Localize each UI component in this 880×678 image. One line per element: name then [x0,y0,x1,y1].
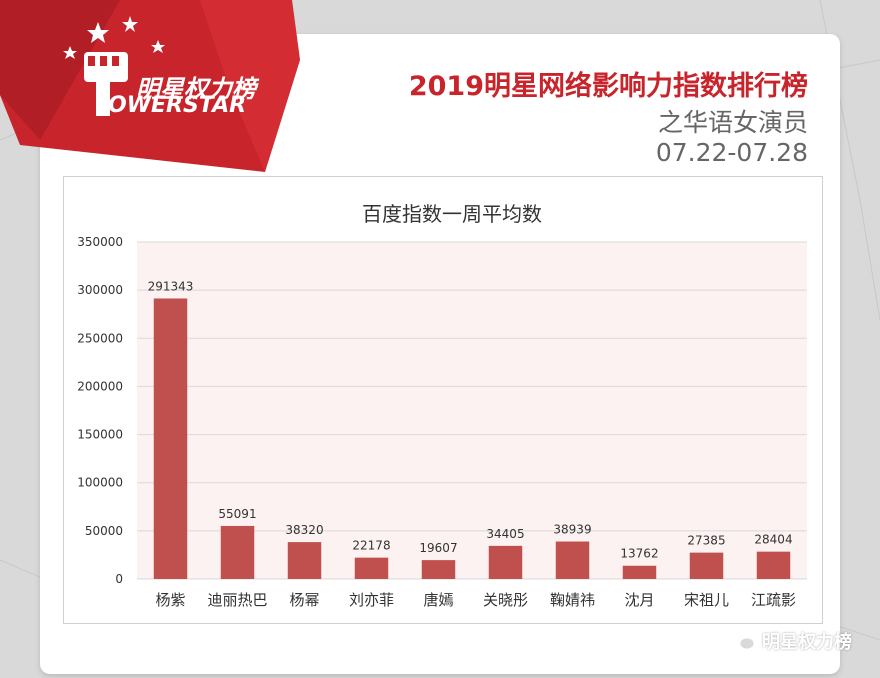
x-tick-label: 唐嫣 [423,591,453,609]
y-tick-label: 50000 [85,524,123,538]
wechat-icon [730,630,756,651]
data-label: 34405 [486,527,524,541]
y-tick-label: 150000 [77,428,123,442]
bar [756,551,791,579]
x-tick-label: 鞠婧祎 [550,591,595,609]
x-tick-label: 沈月 [624,591,654,609]
x-tick-label: 关晓彤 [483,591,528,609]
x-tick-label: 刘亦菲 [349,591,394,609]
star-icon [63,16,165,59]
plot-area [137,242,807,579]
y-tick-label: 300000 [77,283,123,297]
data-label: 38320 [285,523,323,537]
bar [555,541,590,579]
data-label: 291343 [148,279,194,293]
x-tick-label: 宋祖儿 [684,591,729,609]
bar [153,298,188,579]
x-tick-label: 杨幂 [289,591,319,609]
data-label: 38939 [553,523,591,537]
logo-banner [0,0,300,172]
y-tick-label: 200000 [77,379,123,393]
y-tick-label: 250000 [77,331,123,345]
y-tick-label: 0 [115,572,123,586]
logo-english-text: OWERSTAR [108,93,247,118]
logo-chinese-text: 明星权力榜 [136,75,256,103]
data-label: 19607 [419,541,457,555]
bar [488,545,523,579]
footer-account-name: 明星权力榜 [762,632,852,653]
bar [421,560,456,579]
y-tick-label: 100000 [77,476,123,490]
x-tick-label: 迪丽热巴 [207,591,267,609]
data-label: 22178 [352,539,390,553]
y-tick-label: 350000 [77,235,123,249]
footer-account: 明星权力榜 [730,628,852,654]
bar [689,552,724,579]
page-subtitle: 之华语女演员 [657,108,808,137]
chart-title: 百度指数一周平均数 [362,202,542,226]
bar [354,557,389,579]
date-range: 07.22-07.28 [655,138,808,167]
bar-chart: 百度指数一周平均数 0 50000 100000 150000 200000 250000 3… [77,202,807,609]
x-tick-label: 杨紫 [155,591,185,609]
data-label: 28404 [754,533,792,547]
page-title: 2019明星网络影响力指数排行榜 [408,71,808,102]
data-label: 13762 [620,547,658,561]
fist-icon [84,52,128,116]
x-tick-label: 江疏影 [751,591,796,609]
data-label: 27385 [687,534,725,548]
bar [220,525,255,579]
bar [287,542,322,579]
data-label: 55091 [218,507,256,521]
chart-frame: 百度指数一周平均数 0 50000 100000 150000 200000 250000 3… [63,176,823,624]
bar [622,565,657,579]
